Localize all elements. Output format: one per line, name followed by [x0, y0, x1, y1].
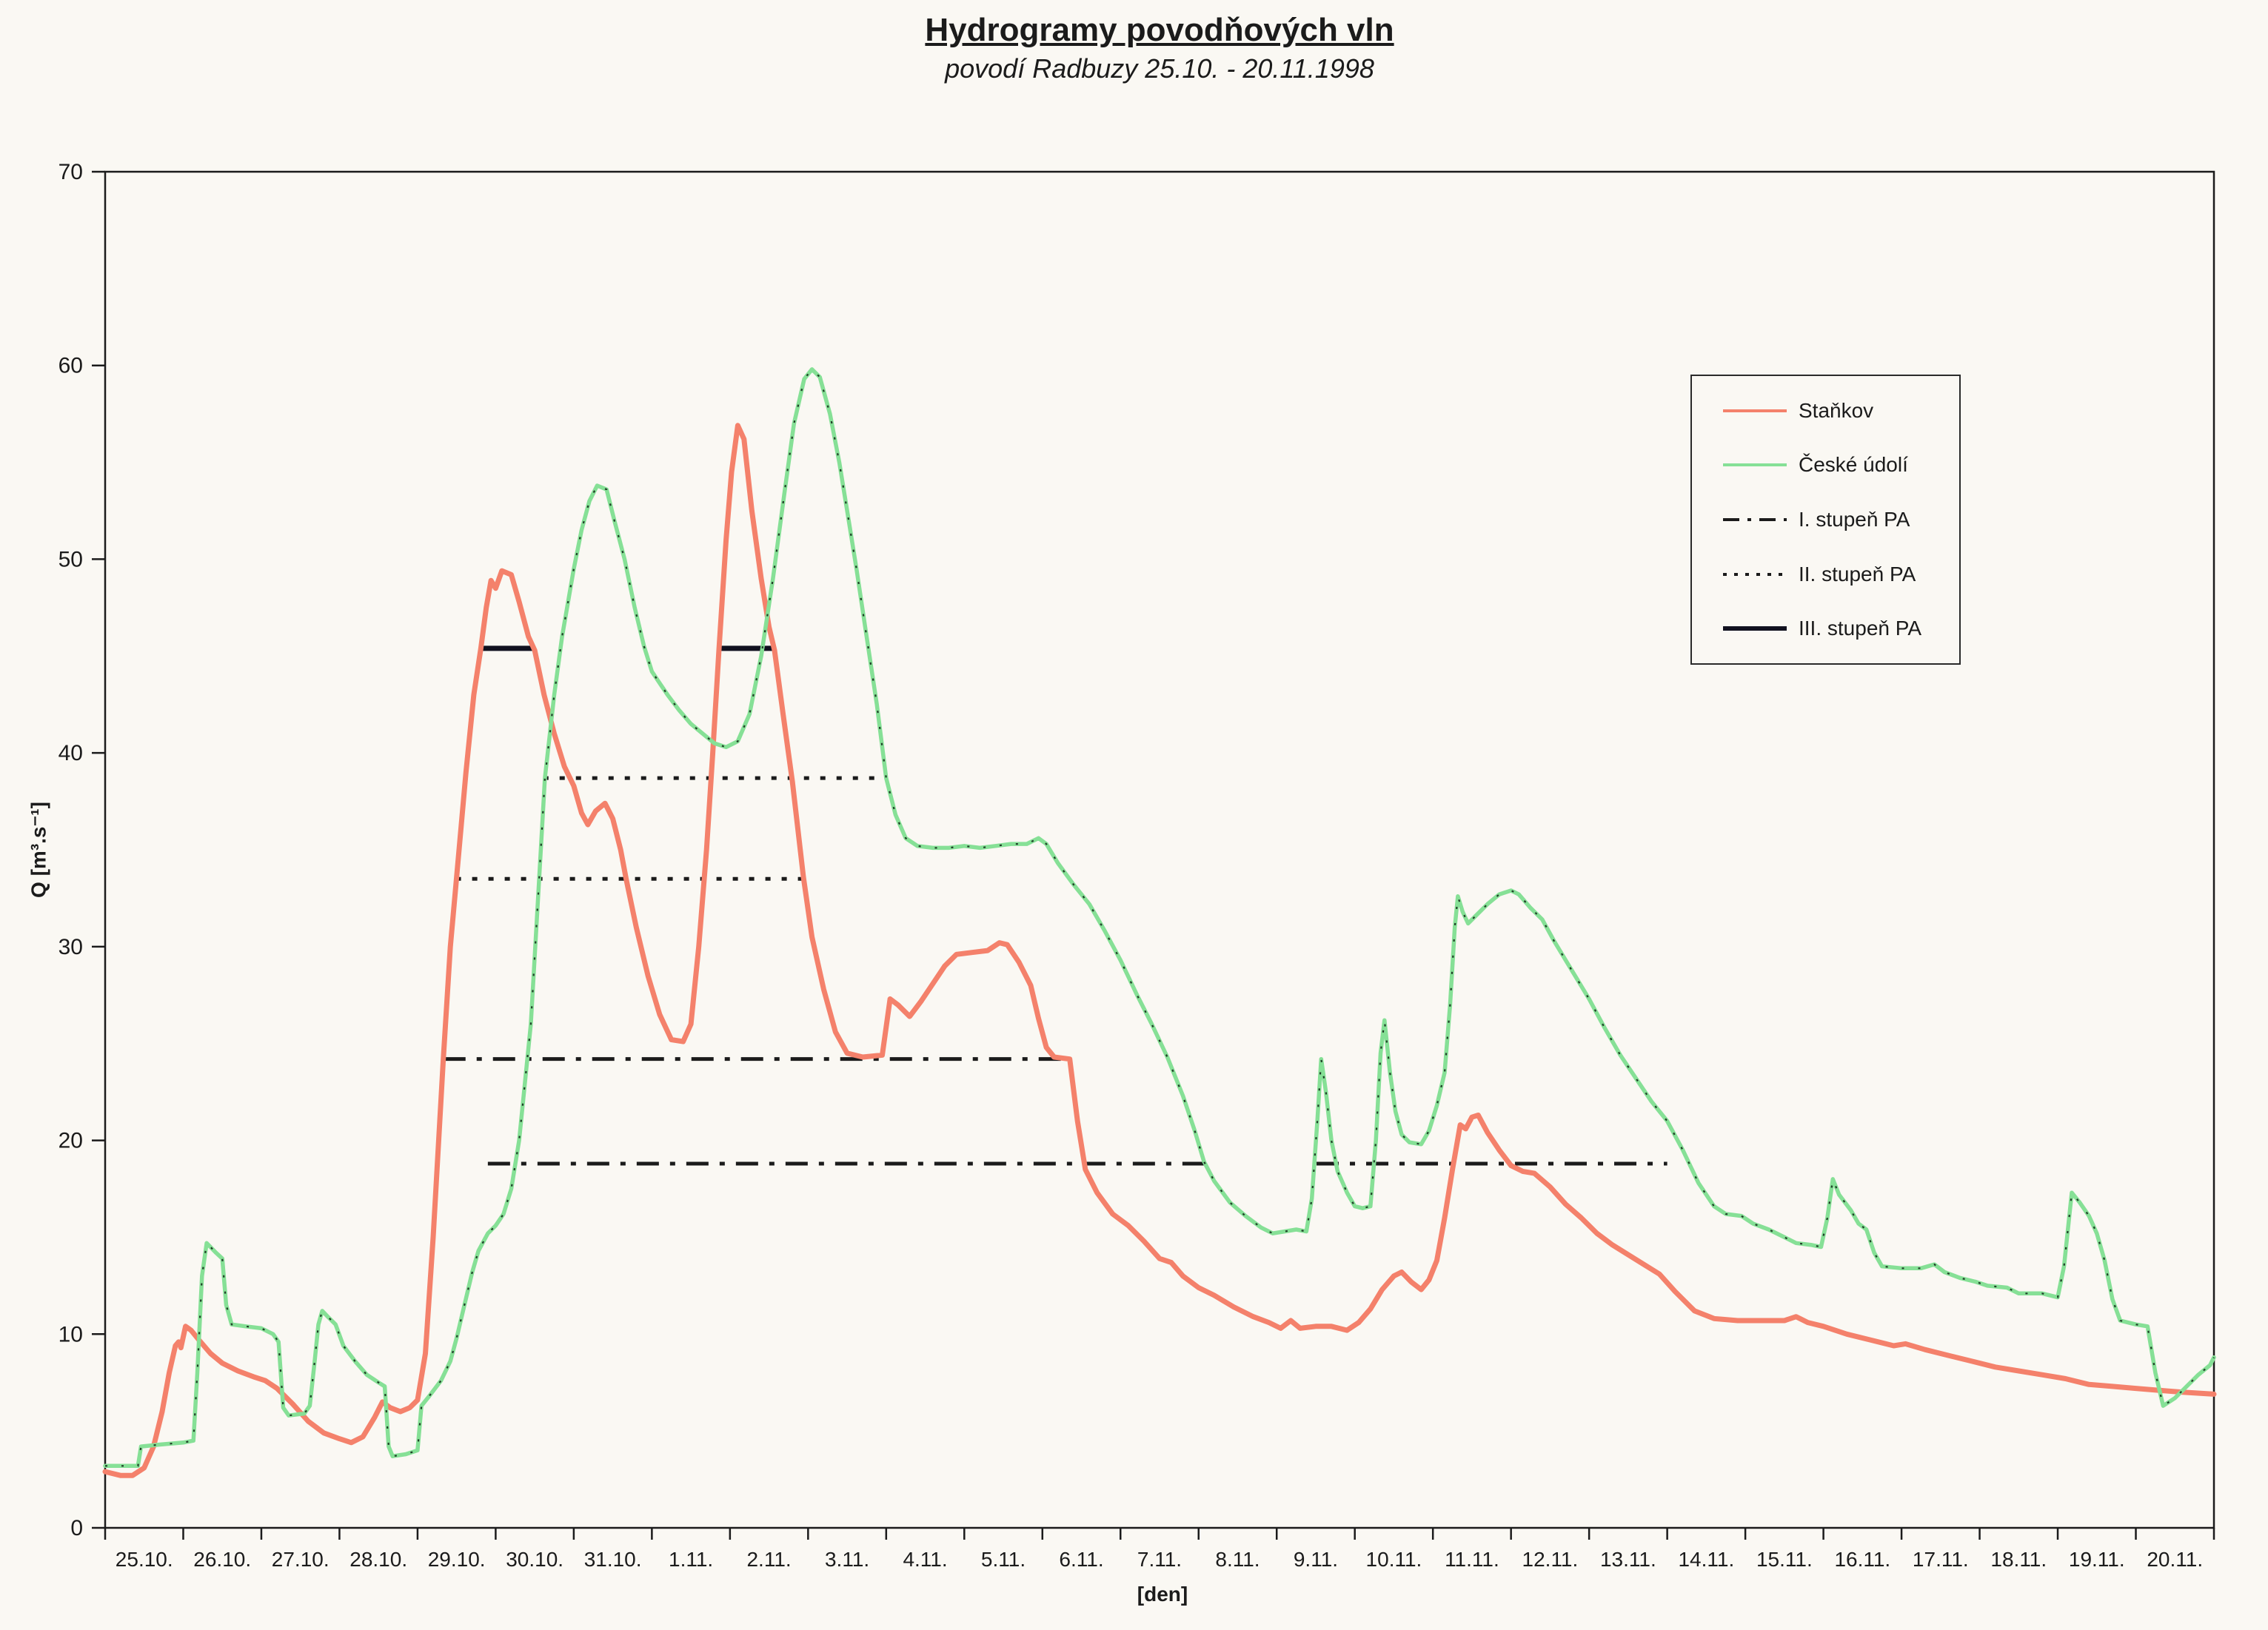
x-tick-label: 2.11. — [746, 1548, 791, 1571]
series-line-speckle — [105, 368, 2215, 1467]
x-axis-title: [den] — [1137, 1583, 1188, 1606]
legend-line-sample — [1723, 517, 1787, 521]
x-tick-label: 18.11. — [1990, 1548, 2047, 1571]
x-tick-label: 30.10. — [506, 1548, 563, 1571]
x-tick-label: 12.11. — [1522, 1548, 1579, 1571]
x-tick-label: 27.10. — [272, 1548, 330, 1571]
x-tick-label: 5.11. — [981, 1548, 1026, 1571]
x-tick-label: 28.10. — [349, 1548, 407, 1571]
x-tick-label: 4.11. — [903, 1548, 947, 1571]
x-tick-label: 7.11. — [1137, 1548, 1182, 1571]
y-tick-label: 40 — [58, 741, 83, 765]
y-tick-label: 60 — [58, 354, 83, 378]
x-tick-label: 8.11. — [1215, 1548, 1260, 1571]
x-tick-label: 13.11. — [1600, 1548, 1656, 1571]
series-line-stankov — [102, 423, 2217, 1478]
legend-item: III. stupeň PA — [1722, 617, 1959, 640]
x-tick-label: 31.10. — [584, 1548, 642, 1571]
legend-line-sample — [1723, 463, 1787, 467]
legend-item: Staňkov — [1722, 399, 1959, 423]
legend-item: II. stupeň PA — [1722, 563, 1959, 586]
legend-item-label: III. stupeň PA — [1799, 617, 1922, 640]
legend-line-sample — [1723, 626, 1787, 631]
x-tick-label: 17.11. — [1913, 1548, 1969, 1571]
legend-item-label: Staňkov — [1799, 398, 1874, 422]
x-tick-label: 29.10. — [428, 1548, 486, 1571]
y-tick-label: 70 — [58, 160, 83, 184]
y-tick-label: 20 — [58, 1129, 83, 1153]
y-tick-label: 30 — [58, 935, 83, 959]
x-tick-label: 1.11. — [669, 1548, 713, 1571]
legend-item-label: I. stupeň PA — [1799, 507, 1910, 531]
x-tick-label: 6.11. — [1059, 1548, 1103, 1571]
plot-frame — [104, 170, 2215, 1529]
y-tick-label: 10 — [58, 1322, 83, 1346]
x-tick-label: 14.11. — [1678, 1548, 1734, 1571]
x-tick-label: 25.10. — [116, 1548, 173, 1571]
legend-line-sample — [1723, 409, 1787, 412]
x-tick-label: 20.11. — [2147, 1548, 2203, 1571]
x-tick-label: 11.11. — [1445, 1548, 1499, 1571]
x-tick-label: 19.11. — [2069, 1548, 2125, 1571]
legend-line-sample — [1723, 572, 1787, 576]
page-title: Hydrogramy povodňových vln — [925, 12, 1394, 48]
legend-item-label: II. stupeň PA — [1799, 562, 1916, 586]
x-tick-label: 3.11. — [825, 1548, 869, 1571]
y-tick-label: 0 — [70, 1516, 83, 1540]
legend: Staňkov České údolí I. stupeň PA II. stupeň… — [1690, 375, 1961, 665]
legend-item: České údolí — [1722, 453, 1959, 477]
x-tick-label: 10.11. — [1366, 1548, 1422, 1571]
y-tick-label: 50 — [58, 547, 83, 571]
x-tick-label: 9.11. — [1294, 1548, 1338, 1571]
x-tick-label: 26.10. — [193, 1548, 251, 1571]
x-tick-label: 16.11. — [1834, 1548, 1890, 1571]
legend-item: I. stupeň PA — [1722, 508, 1959, 531]
legend-item-label: České údolí — [1799, 453, 1908, 477]
page-subtitle: povodí Radbuzy 25.10. - 20.11.1998 — [945, 53, 1374, 84]
x-tick-label: 15.11. — [1756, 1548, 1813, 1571]
